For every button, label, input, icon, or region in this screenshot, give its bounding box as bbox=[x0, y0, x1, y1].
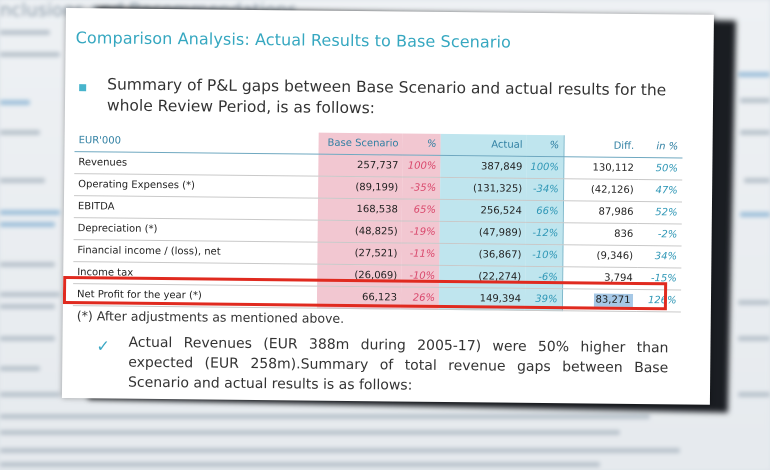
diff-pct: 52% bbox=[637, 201, 682, 224]
actual-value: (36,867) bbox=[439, 243, 526, 267]
header-base-scenario: Base Scenario bbox=[318, 132, 403, 156]
actual-value: 387,849 bbox=[440, 155, 527, 179]
header-actual-pct: % bbox=[526, 134, 564, 157]
actual-pct: 100% bbox=[526, 156, 564, 179]
diff-value: (42,126) bbox=[563, 178, 638, 202]
diff-value: (9,346) bbox=[562, 244, 638, 268]
diff-pct: 34% bbox=[636, 245, 682, 268]
base-pct: 100% bbox=[402, 155, 441, 178]
header-currency: EUR'000 bbox=[74, 130, 319, 155]
diff-value: 130,112 bbox=[563, 156, 639, 180]
revenue-paragraph: Actual Revenues (EUR 388m during 2005-17… bbox=[127, 334, 669, 394]
actual-pct: -34% bbox=[526, 178, 564, 201]
row-label: Depreciation (*) bbox=[73, 217, 318, 243]
diff-pct: 47% bbox=[637, 179, 682, 202]
adjustment-note: (*) After adjustments as mentioned above… bbox=[76, 308, 345, 326]
actual-pct: 66% bbox=[525, 200, 564, 223]
base-value: (48,825) bbox=[317, 220, 402, 244]
diff-value: 836 bbox=[562, 222, 638, 246]
base-pct: -35% bbox=[402, 177, 441, 200]
header-diff: Diff. bbox=[563, 135, 639, 158]
base-pct: 65% bbox=[401, 199, 441, 222]
diff-pct: -2% bbox=[637, 223, 682, 246]
actual-value: 256,524 bbox=[439, 199, 527, 223]
checkmark-icon: ✓ bbox=[96, 336, 110, 356]
header-base-pct: % bbox=[402, 133, 441, 156]
actual-value: (131,325) bbox=[440, 177, 527, 201]
row-label: Operating Expenses (*) bbox=[74, 173, 319, 199]
slide-title: Comparison Analysis: Actual Results to B… bbox=[75, 28, 512, 52]
actual-pct: -10% bbox=[525, 244, 563, 267]
base-value: 168,538 bbox=[317, 198, 403, 222]
actual-pct: -12% bbox=[525, 222, 563, 245]
base-value: (27,521) bbox=[317, 242, 402, 266]
header-actual: Actual bbox=[440, 133, 527, 157]
row-label: Revenues bbox=[74, 151, 319, 177]
header-diff-pct: in % bbox=[638, 135, 683, 158]
row-label: EBITDA bbox=[73, 195, 319, 221]
square-bullet-icon bbox=[79, 84, 87, 92]
slide: Comparison Analysis: Actual Results to B… bbox=[61, 8, 714, 405]
actual-value: (47,989) bbox=[439, 221, 526, 245]
intro-text: Summary of P&L gaps between Base Scenari… bbox=[106, 75, 667, 118]
diff-pct: 50% bbox=[637, 157, 683, 180]
base-value: 257,737 bbox=[318, 154, 403, 178]
base-pct: -11% bbox=[401, 243, 440, 266]
row-label: Financial income / (loss), net bbox=[73, 239, 318, 265]
diff-value: 87,986 bbox=[562, 200, 638, 224]
base-pct: -19% bbox=[401, 221, 440, 244]
base-value: (89,199) bbox=[318, 176, 403, 200]
